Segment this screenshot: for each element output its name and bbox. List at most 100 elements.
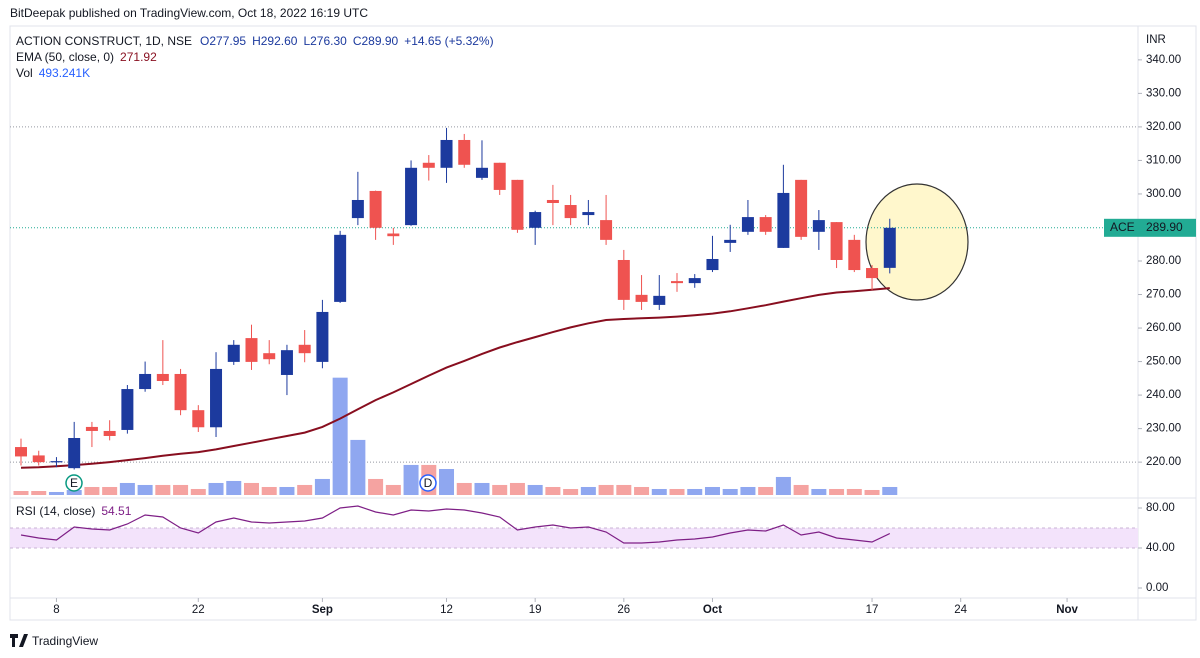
candle-body xyxy=(511,179,524,230)
x-tick-label: 17 xyxy=(866,604,879,616)
candle-body xyxy=(812,220,825,232)
footer-brand: TradingView xyxy=(32,634,98,648)
ema-legend: EMA (50, close, 0) 271.92 xyxy=(16,50,157,64)
candle-body xyxy=(564,205,577,219)
volume-bar xyxy=(48,491,64,495)
rsi-tick-label: 0.00 xyxy=(1146,582,1168,594)
volume-bar xyxy=(545,486,561,495)
rsi-tick-label: 40.00 xyxy=(1146,542,1175,554)
x-tick-label: Sep xyxy=(312,604,333,616)
event-marker xyxy=(65,474,83,492)
volume-bar xyxy=(66,489,82,495)
candle-body xyxy=(156,373,169,382)
volume-bar xyxy=(297,484,313,495)
ohlc-high: H292.60 xyxy=(252,34,298,48)
symbol: ACTION CONSTRUCT, 1D, NSE xyxy=(16,34,192,48)
y-tick-label: 330.00 xyxy=(1146,87,1181,99)
x-tick-label: 19 xyxy=(529,604,542,616)
volume-bar xyxy=(474,482,490,495)
x-tick-label: 22 xyxy=(192,604,205,616)
volume-bar xyxy=(758,486,774,495)
volume-bar xyxy=(793,484,809,495)
candle-body xyxy=(653,295,666,305)
y-tick-label: 220.00 xyxy=(1146,456,1181,468)
volume-bar xyxy=(563,488,579,495)
candle-body xyxy=(475,167,488,178)
candle-body xyxy=(280,350,293,375)
candle-body xyxy=(405,167,418,226)
symbol-legend: ACTION CONSTRUCT, 1D, NSE O277.95 H292.60 L… xyxy=(16,34,494,48)
y-tick-label: 250.00 xyxy=(1146,356,1181,368)
candle-body xyxy=(387,233,400,237)
rsi-name: RSI (14, close) xyxy=(16,504,95,518)
candle-body xyxy=(192,410,205,428)
ohlc-close: C289.90 xyxy=(353,34,399,48)
x-tick-label: 12 xyxy=(440,604,453,616)
y-tick-label: 240.00 xyxy=(1146,389,1181,401)
y-tick-label: 310.00 xyxy=(1146,154,1181,166)
candle-body xyxy=(706,258,719,271)
volume-bar xyxy=(634,486,650,495)
candle-body xyxy=(50,461,63,463)
candle-body xyxy=(582,212,595,216)
volume-bar xyxy=(31,491,47,495)
volume-bar xyxy=(580,486,596,495)
x-tick-label: 8 xyxy=(53,604,59,616)
volume-bar xyxy=(119,482,135,495)
y-tick-label: 300.00 xyxy=(1146,188,1181,200)
volume-bar xyxy=(829,488,845,495)
candle-body xyxy=(635,294,648,302)
volume-bar xyxy=(598,484,614,495)
candle-body xyxy=(671,281,684,284)
rsi-line xyxy=(20,505,891,544)
rsi-band xyxy=(10,528,1138,548)
volume-bar xyxy=(846,488,862,495)
candle-body xyxy=(298,344,311,354)
volume-bar xyxy=(740,486,756,495)
candle-body xyxy=(210,368,223,428)
volume-bar xyxy=(403,464,419,495)
candle-body xyxy=(245,338,258,362)
ema-name: EMA (50, close, 0) xyxy=(16,50,114,64)
ohlc-low: L276.30 xyxy=(303,34,347,48)
vol-legend: Vol 493.241K xyxy=(16,66,90,80)
candle-body xyxy=(688,278,701,284)
y-tick-label: 280.00 xyxy=(1146,255,1181,267)
volume-bar xyxy=(456,482,472,495)
x-tick-label: 26 xyxy=(617,604,630,616)
y-tick-label: 260.00 xyxy=(1146,322,1181,334)
candle-body xyxy=(422,162,435,168)
volume-bar xyxy=(350,439,366,495)
candle-body xyxy=(866,268,879,279)
ema-line xyxy=(20,287,890,469)
publish-header: BitDeepak published on TradingView.com, … xyxy=(10,6,368,20)
volume-bar xyxy=(190,488,206,495)
y-tick-label: 320.00 xyxy=(1146,121,1181,133)
volume-bar xyxy=(13,491,29,495)
rsi-value: 54.51 xyxy=(101,504,131,518)
volume-bar xyxy=(314,478,330,495)
candle-body xyxy=(529,212,542,228)
candle-body xyxy=(351,199,364,219)
volume-bar xyxy=(882,486,898,495)
volume-bar xyxy=(669,488,685,495)
volume-bar xyxy=(208,482,224,495)
candle-body xyxy=(795,179,808,237)
volume-bar xyxy=(811,488,827,495)
highlight-circle xyxy=(865,183,969,301)
volume-bar xyxy=(368,478,384,495)
volume-bar xyxy=(155,484,171,495)
volume-bar xyxy=(527,484,543,495)
y-tick-label: 230.00 xyxy=(1146,423,1181,435)
vol-name: Vol xyxy=(16,66,33,80)
event-marker xyxy=(419,474,437,492)
frame xyxy=(9,25,1197,621)
volume-bar xyxy=(864,489,880,495)
candle-body xyxy=(830,222,843,260)
candle-body xyxy=(174,373,187,411)
volume-bar xyxy=(385,484,401,495)
price-tag xyxy=(1104,218,1196,237)
event-label: E xyxy=(70,476,78,490)
